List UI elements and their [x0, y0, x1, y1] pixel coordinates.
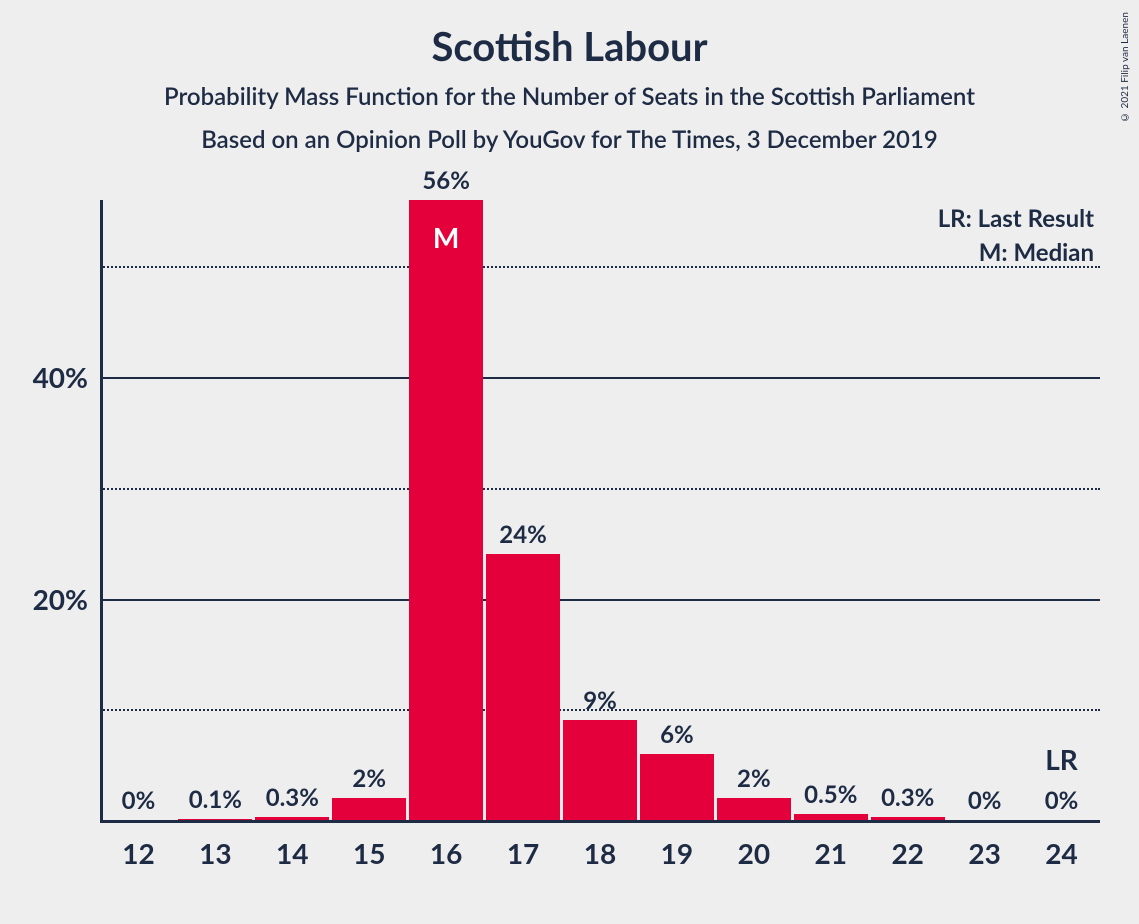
bar — [871, 817, 945, 820]
bar-value-label: 24% — [473, 520, 573, 549]
x-tick-label: 21 — [791, 836, 871, 870]
chart-title: Scottish Labour — [0, 0, 1139, 70]
grid-line-minor — [100, 488, 1100, 490]
bar — [486, 554, 560, 820]
x-tick-label: 19 — [637, 836, 717, 870]
x-tick-label: 17 — [483, 836, 563, 870]
lr-marker: LR — [1022, 742, 1102, 776]
x-tick-label: 22 — [868, 836, 948, 870]
bar — [717, 798, 791, 820]
bar-value-label: 56% — [396, 166, 496, 195]
x-tick-label: 15 — [329, 836, 409, 870]
grid-line-minor — [100, 266, 1100, 268]
y-tick-label: 20% — [8, 582, 88, 616]
x-tick-label: 18 — [560, 836, 640, 870]
legend-lr: LR: Last Result — [938, 204, 1094, 233]
x-tick-label: 24 — [1022, 836, 1102, 870]
bar — [409, 200, 483, 820]
chart-subtitle-2: Based on an Opinion Poll by YouGov for T… — [0, 111, 1139, 154]
plot-area: 20%40%0%120.1%130.3%142%1556%16M24%179%1… — [100, 200, 1100, 820]
median-marker: M — [416, 220, 476, 254]
bar — [794, 814, 868, 820]
x-axis — [100, 820, 1100, 823]
y-axis — [100, 200, 103, 823]
grid-line-major — [100, 599, 1100, 601]
bar — [640, 754, 714, 820]
bar — [178, 819, 252, 820]
x-tick-label: 14 — [252, 836, 332, 870]
chart-subtitle-1: Probability Mass Function for the Number… — [0, 70, 1139, 111]
bar-value-label: 0% — [1012, 786, 1112, 815]
bar — [563, 720, 637, 820]
x-tick-label: 13 — [175, 836, 255, 870]
x-tick-label: 20 — [714, 836, 794, 870]
bar-value-label: 6% — [627, 720, 727, 749]
y-tick-label: 40% — [8, 360, 88, 394]
chart-container: Scottish Labour Probability Mass Functio… — [0, 0, 1139, 924]
bar-value-label: 2% — [319, 764, 419, 793]
copyright-text: © 2021 Filip van Laenen — [1119, 12, 1131, 123]
legend-median: M: Median — [979, 238, 1094, 267]
bar — [332, 798, 406, 820]
x-tick-label: 16 — [406, 836, 486, 870]
x-tick-label: 12 — [98, 836, 178, 870]
bar-value-label: 9% — [550, 686, 650, 715]
grid-line-major — [100, 377, 1100, 379]
bar — [255, 817, 329, 820]
x-tick-label: 23 — [945, 836, 1025, 870]
